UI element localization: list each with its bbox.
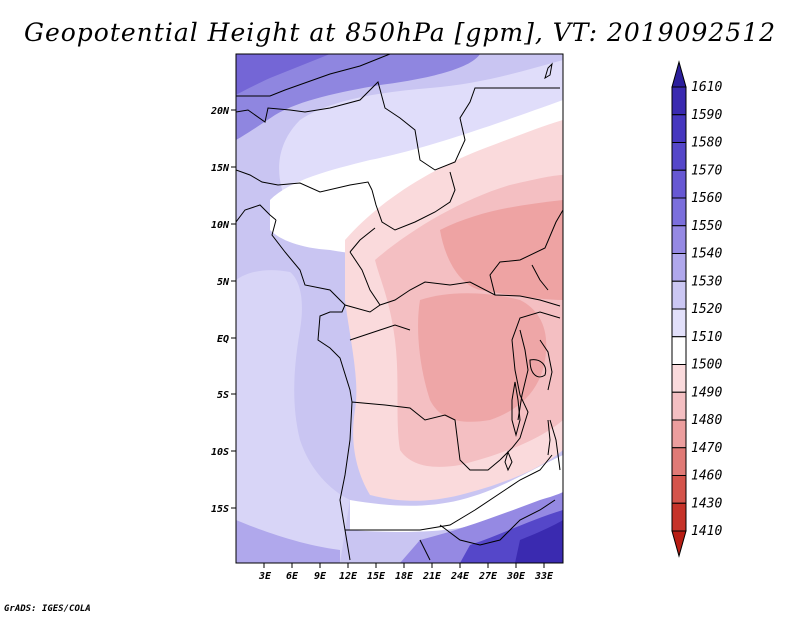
colorbar-segment <box>671 391 687 421</box>
lat-label: 15S <box>211 504 229 515</box>
colorbar-segment <box>671 364 687 393</box>
map-title: Geopotential Height at 850hPa [gpm], VT:… <box>23 18 777 47</box>
colorbar-segment <box>671 197 687 227</box>
lat-label: 10N <box>211 220 230 231</box>
height-field <box>236 54 563 563</box>
lon-label: 12E <box>339 571 358 582</box>
colorbar-bottom-arrow <box>671 530 687 558</box>
lat-label: 20N <box>210 106 230 117</box>
lon-label: 18E <box>395 571 414 582</box>
lon-label: 6E <box>286 571 299 582</box>
map-frame <box>235 53 564 564</box>
colorbar-segment <box>671 225 687 254</box>
lon-label: 24E <box>450 571 470 582</box>
colorbar-segment <box>671 475 687 504</box>
lat-label: 15N <box>211 163 230 174</box>
colorbar-label: 1500 <box>691 358 722 373</box>
lon-label: 33E <box>534 571 554 582</box>
lon-label: 27E <box>478 571 498 582</box>
colorbar-segment <box>671 169 687 199</box>
colorbar-segment <box>671 308 687 338</box>
colorbar-label: 1610 <box>691 80 722 95</box>
lon-axis: 3E 6E 9E 12E 15E 18E 21E 24E 27E 30E 33E <box>258 563 554 582</box>
lon-label: 21E <box>422 571 442 582</box>
lon-label: 3E <box>258 571 272 582</box>
country-borders <box>236 54 563 561</box>
colorbar-label: 1480 <box>691 413 722 428</box>
lat-label: 10S <box>211 447 229 458</box>
colorbar: 1610 1590 1580 1570 1560 1550 1540 1530 1520 1510… <box>671 60 722 558</box>
colorbar-segment <box>671 502 687 532</box>
credit-text: GrADS: IGES/COLA <box>4 604 91 614</box>
lon-label: 9E <box>314 571 327 582</box>
colorbar-segment <box>671 447 687 476</box>
lat-label: EQ <box>217 334 229 345</box>
colorbar-segment <box>671 280 687 310</box>
colorbar-segment <box>671 86 687 116</box>
colorbar-label: 1510 <box>691 330 722 345</box>
colorbar-label: 1460 <box>691 469 722 484</box>
lat-label: 5S <box>217 390 229 401</box>
colorbar-segment <box>671 142 687 171</box>
colorbar-label: 1560 <box>691 191 722 206</box>
lat-label: 5N <box>217 277 230 288</box>
colorbar-top-arrow <box>671 60 687 88</box>
lon-label: 15E <box>367 571 386 582</box>
colorbar-segment <box>671 114 687 143</box>
colorbar-label: 1490 <box>691 385 722 400</box>
colorbar-label: 1590 <box>691 108 722 123</box>
lat-axis: 20N 15N 10N 5N EQ 5S 10S 15S <box>210 106 236 515</box>
colorbar-segment <box>671 253 687 282</box>
colorbar-label: 1570 <box>691 163 722 178</box>
colorbar-segment <box>671 336 687 365</box>
colorbar-label: 1410 <box>691 524 722 539</box>
colorbar-label: 1520 <box>691 302 722 317</box>
lon-label: 30E <box>506 571 526 582</box>
colorbar-label: 1540 <box>691 247 722 262</box>
colorbar-label: 1580 <box>691 136 722 151</box>
colorbar-label: 1430 <box>691 496 722 511</box>
colorbar-label: 1530 <box>691 274 722 289</box>
colorbar-segment <box>671 419 687 449</box>
colorbar-label: 1550 <box>691 219 722 234</box>
lakes <box>504 62 553 472</box>
colorbar-label: 1470 <box>691 441 722 456</box>
